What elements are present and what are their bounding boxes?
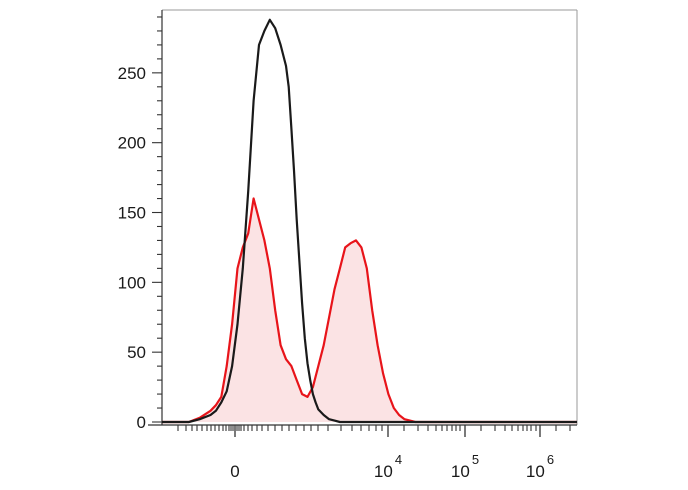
y-tick-label: 50 bbox=[127, 343, 146, 362]
y-tick-label: 100 bbox=[118, 273, 146, 292]
series-fill bbox=[162, 198, 577, 422]
y-tick-label: 150 bbox=[118, 204, 146, 223]
x-tick-label: 105 bbox=[451, 452, 479, 481]
x-tick-label: 104 bbox=[374, 452, 402, 481]
x-tick-label: 0 bbox=[230, 462, 239, 481]
x-tick-exponent: 6 bbox=[547, 452, 554, 467]
series-layer bbox=[162, 18, 577, 424]
y-tick-label: 250 bbox=[118, 64, 146, 83]
x-tick-label: 106 bbox=[526, 452, 554, 481]
y-axis-ticks: 0 50 100 150 200 250 bbox=[118, 16, 162, 432]
x-tick-exponent: 5 bbox=[472, 452, 479, 467]
y-tick-label: 0 bbox=[137, 413, 146, 432]
y-tick-label: 200 bbox=[118, 134, 146, 153]
x-axis-ticks: 0 104 105 106 bbox=[177, 425, 571, 481]
series-line bbox=[162, 197, 577, 424]
series-line bbox=[162, 18, 577, 424]
x-tick-exponent: 4 bbox=[395, 452, 402, 467]
